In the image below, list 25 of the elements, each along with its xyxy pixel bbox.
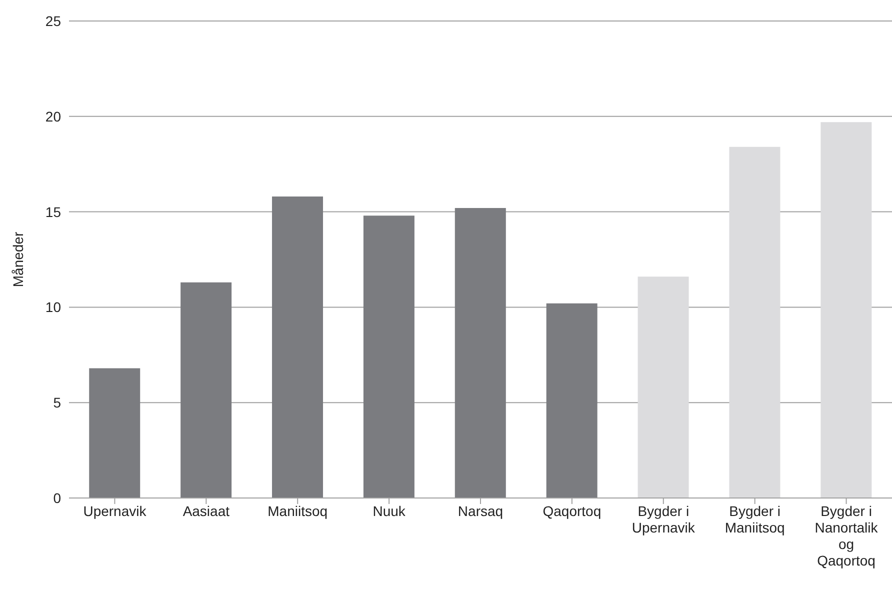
bar — [820, 122, 872, 498]
y-tick-label: 5 — [53, 394, 62, 411]
x-tick-label: Bygder i Upernavik — [632, 503, 696, 536]
x-tick-label: Bygder i Nanortalik og Qaqortoq — [814, 503, 879, 568]
x-tick-label: Narsaq — [458, 503, 504, 519]
x-tick-label: Maniitsoq — [268, 503, 328, 519]
bar — [180, 282, 232, 498]
y-tick-label: 10 — [45, 299, 62, 316]
bar — [272, 196, 324, 498]
bar — [638, 276, 689, 498]
bar — [729, 146, 780, 498]
x-tick-label: Nuuk — [372, 503, 406, 519]
x-tick-label: Bygder i Maniitsoq — [724, 503, 785, 536]
y-axis-title: Måneder — [10, 232, 26, 288]
x-tick-label: Qaqortoq — [542, 503, 602, 519]
bar — [546, 303, 598, 498]
x-tick-label: Aasiaat — [182, 503, 230, 519]
y-tick-label: 20 — [45, 108, 62, 124]
bar — [454, 208, 506, 498]
bar — [363, 216, 414, 498]
y-tick-label: 25 — [45, 12, 62, 29]
y-tick-label: 15 — [45, 204, 62, 220]
bar — [89, 368, 140, 498]
x-tick-label: Upernavik — [83, 503, 148, 519]
y-tick-label: 0 — [53, 490, 62, 506]
